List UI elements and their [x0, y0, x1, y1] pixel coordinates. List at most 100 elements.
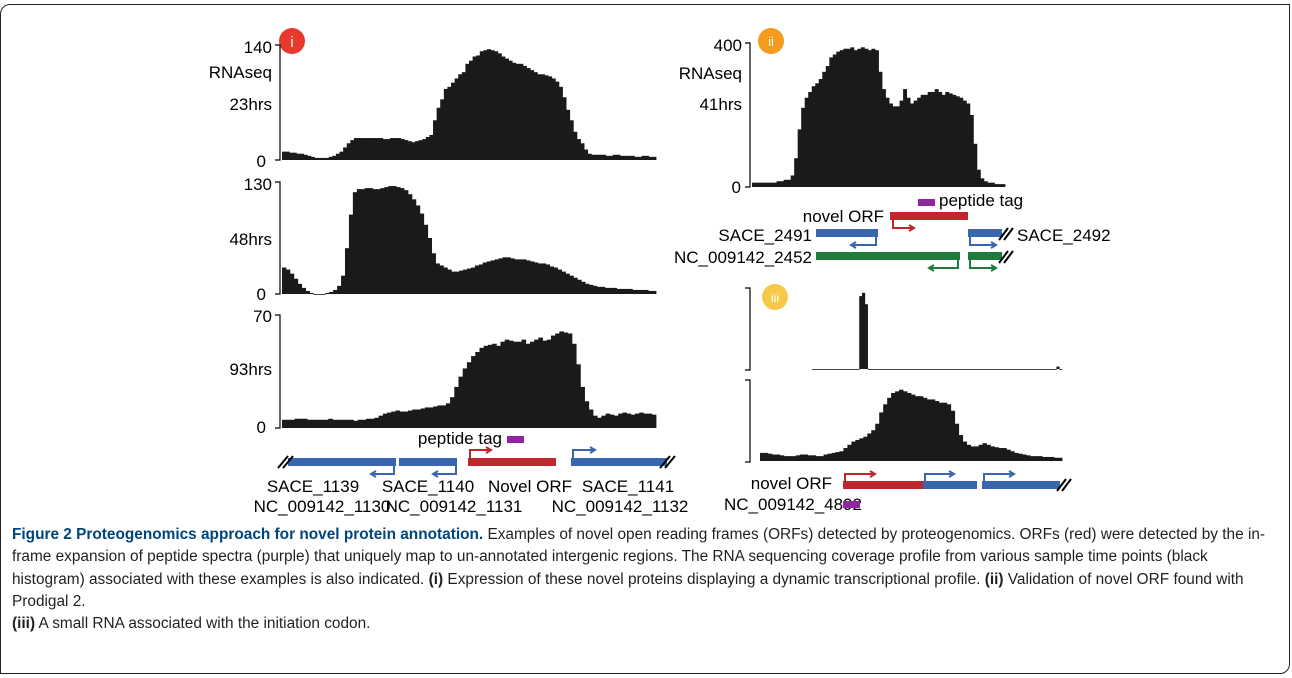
- coverage-bin: [429, 134, 434, 160]
- coverage-bin: [948, 369, 952, 370]
- coverage-bin: [290, 419, 295, 428]
- coverage-bin: [616, 288, 621, 294]
- coverage-bin: [597, 417, 602, 428]
- coverage-bin: [371, 138, 376, 160]
- coverage-bin: [348, 214, 354, 294]
- coverage-bin: [1039, 369, 1043, 370]
- coverage-bin: [466, 362, 472, 428]
- coverage-bin: [433, 406, 438, 428]
- novel-orf-i-arrow: [469, 446, 493, 458]
- coverage-bin: [652, 290, 657, 294]
- coverage-bin: [601, 415, 606, 428]
- coverage-bin: [540, 74, 545, 160]
- coverage-bin: [487, 344, 493, 428]
- coverage-bin: [939, 369, 943, 370]
- coverage-bin: [860, 47, 865, 187]
- coverage-bin: [909, 369, 913, 370]
- coverage-bin: [998, 448, 1003, 461]
- coverage-bin: [1050, 369, 1055, 370]
- coverage-bin: [299, 153, 304, 160]
- coverage-bin: [450, 397, 455, 428]
- coverage-bin: [926, 399, 932, 461]
- panel-ii-novel-label: novel ORF: [803, 207, 884, 226]
- coverage-bin: [799, 454, 805, 461]
- panel-ii-max-label: 400: [714, 36, 742, 55]
- coverage-bin: [827, 453, 832, 461]
- coverage-bin: [513, 341, 518, 428]
- coverage-bin: [763, 452, 769, 461]
- coverage-bin: [337, 285, 342, 294]
- coverage-bin: [605, 413, 611, 428]
- coverage-bin: [431, 253, 436, 294]
- coverage-bin: [465, 63, 470, 160]
- coverage-bin: [530, 261, 535, 294]
- coverage-bin: [349, 419, 354, 428]
- coverage-bin: [573, 131, 578, 160]
- coverage-bin: [296, 153, 301, 160]
- coverage-bin: [863, 436, 868, 461]
- gene-iii-right: [982, 481, 1060, 489]
- coverage-bin: [812, 369, 816, 370]
- gene-sace-1140: [399, 458, 457, 466]
- panel-i-peptide-tag: [507, 436, 524, 443]
- coverage-bin: [427, 238, 432, 294]
- coverage-bin: [502, 257, 507, 294]
- coverage-bin: [973, 143, 978, 187]
- coverage-bin: [1046, 456, 1051, 461]
- coverage-bin: [282, 151, 286, 160]
- coverage-bin: [364, 138, 369, 160]
- coverage-bin: [804, 97, 809, 187]
- coverage-bin: [928, 369, 932, 370]
- coverage-bin: [418, 140, 423, 160]
- coverage-bin: [514, 259, 519, 294]
- coverage-bin: [604, 287, 610, 294]
- coverage-bin: [1037, 369, 1041, 370]
- coverage-bin: [938, 402, 944, 461]
- coverage-bin: [454, 78, 459, 160]
- coverage-bin: [612, 287, 618, 294]
- figure-graphic: i RNAseq 23hrs 140 0 130 48hrs 0 70 93hr…: [209, 28, 1111, 516]
- coverage-bin: [856, 369, 860, 370]
- coverage-bin: [930, 399, 936, 461]
- coverage-bin: [801, 107, 806, 187]
- coverage-bin: [508, 60, 513, 160]
- coverage-bin: [566, 109, 571, 160]
- coverage-bin: [976, 169, 981, 187]
- coverage-bin: [1022, 454, 1027, 461]
- gene-sace-2492: [968, 229, 1002, 237]
- coverage-bin: [853, 50, 858, 188]
- coverage-bin: [875, 369, 880, 370]
- coverage-bin: [884, 369, 888, 370]
- caption-iii-text: A small RNA associated with the initiati…: [35, 615, 371, 633]
- coverage-bin: [853, 369, 857, 370]
- coverage-bin: [819, 456, 824, 461]
- coverage-bin: [486, 261, 492, 294]
- coverage-bin: [301, 287, 307, 294]
- coverage-bin: [945, 91, 950, 187]
- coverage-bin: [378, 415, 384, 428]
- coverage-bin: [931, 369, 935, 370]
- coverage-bin: [847, 444, 852, 461]
- coverage-bin: [332, 419, 338, 428]
- coverage-bin: [931, 91, 936, 187]
- gene-sace-2491-arrow: [849, 237, 877, 249]
- coverage-bin: [974, 446, 979, 461]
- coverage-bin: [835, 452, 840, 461]
- coverage-bin: [594, 154, 599, 160]
- coverage-bin: [587, 153, 592, 160]
- coverage-bin: [1025, 369, 1030, 370]
- coverage-bin: [357, 138, 362, 160]
- coverage-bin: [368, 188, 373, 294]
- coverage-bin: [496, 345, 501, 428]
- coverage-bin: [767, 453, 773, 461]
- coverage-bin: [443, 267, 448, 294]
- coverage-bin: [864, 304, 868, 369]
- coverage-bin: [874, 50, 879, 188]
- coverage-bin: [459, 270, 464, 294]
- coverage-bin: [382, 413, 388, 428]
- coverage-bin: [319, 419, 325, 428]
- coverage-bin: [298, 418, 304, 428]
- track1-histogram: [282, 49, 657, 161]
- coverage-bin: [1010, 451, 1015, 461]
- coverage-bin: [755, 182, 760, 187]
